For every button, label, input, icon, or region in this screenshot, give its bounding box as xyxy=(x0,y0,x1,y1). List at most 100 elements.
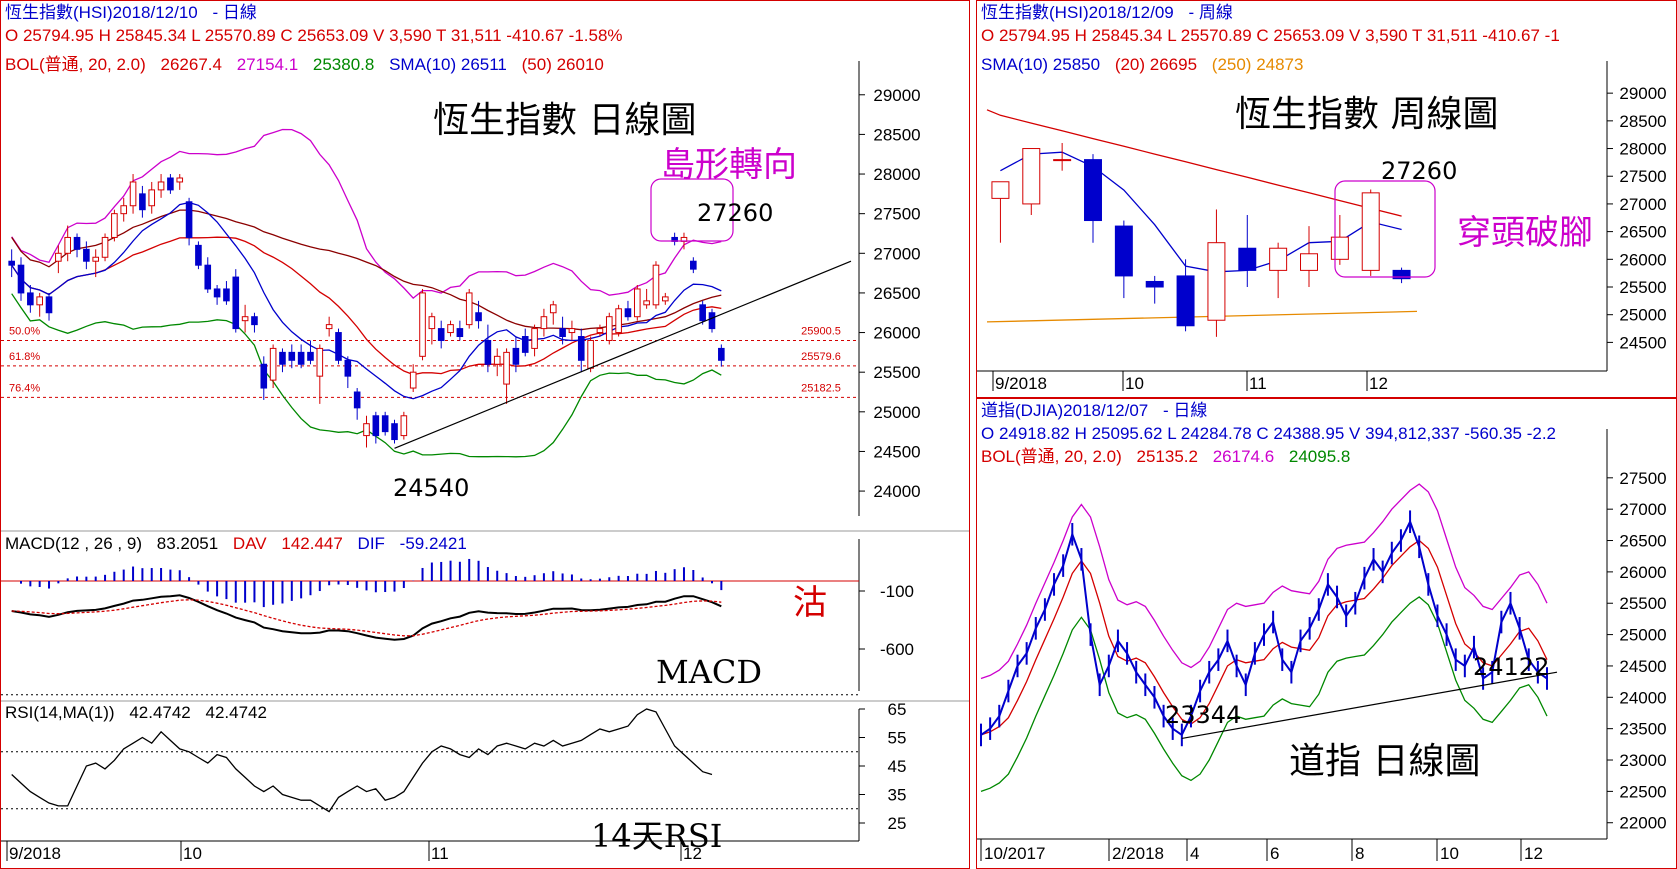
candle-body xyxy=(204,264,212,290)
candle-body xyxy=(288,351,296,361)
weekly-sma250-line xyxy=(986,310,1418,323)
sma50-line xyxy=(11,209,722,331)
weekly-x-label: 9/2018 xyxy=(995,374,1047,393)
candle-body xyxy=(120,205,128,215)
uptrend-line xyxy=(394,260,852,449)
rbot-low-label-1: 23344 xyxy=(1165,701,1242,729)
candle-body xyxy=(503,351,510,385)
djia-tick-label: 27500 xyxy=(1619,469,1666,488)
x-axis-label: 9/2018 xyxy=(9,844,61,863)
dav-label: DAV xyxy=(232,534,267,553)
candle-body xyxy=(662,296,669,302)
rbot-symbol: 道指(DJIA)2018/12/07 xyxy=(981,401,1149,420)
left-bol-header: BOL(普通, 20, 2.0) 26267.4 27154.1 25380.8… xyxy=(5,55,614,75)
candle-body xyxy=(297,351,305,365)
rbot-low-label-2: 24122 xyxy=(1473,653,1550,681)
candle-body xyxy=(633,288,641,318)
weekly-sma20-line xyxy=(986,109,1402,217)
weekly-candle-body xyxy=(1084,159,1102,222)
candle-body xyxy=(605,316,613,341)
price-tick-label: 29000 xyxy=(873,86,920,105)
dif-label: DIF xyxy=(357,534,385,553)
rsi-line xyxy=(11,708,713,813)
candle-body xyxy=(83,248,90,262)
fib-value-label: 25579.6 xyxy=(801,351,841,363)
candle-body xyxy=(531,328,538,349)
candle-body xyxy=(549,304,557,314)
weekly-x-label: 11 xyxy=(1249,374,1267,393)
left-island-note: 島形轉向 xyxy=(661,145,797,185)
candle-body xyxy=(419,292,426,357)
fib-pct-label: 61.8% xyxy=(9,351,40,363)
candle-body xyxy=(45,296,53,314)
candle-body xyxy=(484,339,492,365)
weekly-x-label: 10 xyxy=(1125,374,1144,393)
weekly-candle-body xyxy=(1330,236,1349,260)
macd-title: MACD xyxy=(656,653,763,691)
candle-body xyxy=(512,347,520,365)
candle-body xyxy=(540,316,548,330)
djia-tick-label: 22000 xyxy=(1619,814,1666,833)
fib-pct-label: 76.4% xyxy=(9,382,40,394)
rsi-tick-label: 25 xyxy=(888,814,907,833)
candle-body xyxy=(465,292,473,326)
price-tick-label: 27000 xyxy=(873,244,920,263)
djia-x-label: 8 xyxy=(1355,844,1364,863)
candle-body xyxy=(55,252,62,262)
rtop-sma250: (250) 24873 xyxy=(1211,55,1304,74)
candle-body xyxy=(279,351,286,365)
macd-label: MACD(12 , 26 , 9) xyxy=(5,534,142,553)
price-tick-label: 28000 xyxy=(873,165,920,184)
dif-val: -59.2421 xyxy=(399,534,467,553)
left-bol-mid: 26267.4 xyxy=(160,55,222,74)
djia-x-label: 6 xyxy=(1270,844,1279,863)
djia-tick-label: 26000 xyxy=(1619,563,1666,582)
fib-pct-label: 50.0% xyxy=(9,325,40,337)
engulf-highlight-box xyxy=(1334,180,1436,278)
price-tick-label: 26000 xyxy=(873,324,920,343)
rtop-sma20: (20) 26695 xyxy=(1114,55,1198,74)
djia-tick-label: 24000 xyxy=(1619,688,1666,707)
djia-tick-label: 25500 xyxy=(1619,594,1666,613)
weekly-tick-label: 28000 xyxy=(1619,140,1666,159)
fib-value-label: 25900.5 xyxy=(801,325,841,337)
rsi-tick-label: 35 xyxy=(888,786,907,805)
djia-x-label: 4 xyxy=(1190,844,1199,863)
rtop-ohlc: O 25794.95 H 25845.34 L 25570.89 C 25653… xyxy=(981,26,1560,45)
rbot-period: - 日線 xyxy=(1162,401,1208,420)
djia-tick-label: 23000 xyxy=(1619,751,1666,770)
candle-body xyxy=(559,328,566,338)
candle-body xyxy=(36,296,43,306)
rbot-bol-up: 26174.6 xyxy=(1212,447,1275,466)
djia-daily-chart: 27500 27000 26500 26000 25500 25000 24500 24000… xyxy=(977,429,1667,863)
weekly-candle-body xyxy=(1022,148,1041,205)
rbot-bol-label: BOL(普通, 20, 2.0) xyxy=(981,447,1122,466)
candle-body xyxy=(493,355,501,365)
djia-tick-label: 24500 xyxy=(1619,657,1666,676)
hsi-weekly-chart: 29000 28500 28000 27500 27000 26500 26000 25500… xyxy=(977,61,1667,393)
candle-body xyxy=(587,339,594,369)
weekly-tick-label: 26000 xyxy=(1619,250,1666,269)
candle-body xyxy=(251,316,258,326)
candle-body xyxy=(148,189,156,207)
rbot-bol-header: BOL(普通, 20, 2.0) 25135.2 26174.6 24095.8 xyxy=(981,447,1360,467)
left-sma10: SMA(10) 26511 xyxy=(389,55,507,74)
candle-body xyxy=(223,288,230,302)
macd-tick-label: -600 xyxy=(880,640,914,659)
weekly-tick-label: 27500 xyxy=(1619,167,1666,186)
djia-bol-lower xyxy=(980,596,1548,793)
candle-body xyxy=(167,177,174,191)
left-ohlc: O 25794.95 H 25845.34 L 25570.89 C 25653… xyxy=(5,26,623,45)
weekly-tick-label: 28500 xyxy=(1619,112,1666,131)
candle-body xyxy=(475,312,482,322)
island-highlight-box xyxy=(650,178,734,242)
candle-body xyxy=(176,177,184,183)
price-tick-label: 27500 xyxy=(873,205,920,224)
rsi-header: RSI(14,MA(1)) 42.4742 42.4742 xyxy=(5,703,277,723)
djia-daily-panel: 27500 27000 26500 26000 25500 25000 24500 24000… xyxy=(976,398,1677,869)
rsi-tick-label: 55 xyxy=(888,729,907,748)
x-axis-label: 11 xyxy=(431,844,449,863)
rsi-v2: 42.4742 xyxy=(205,703,267,722)
candle-body xyxy=(335,332,342,361)
weekly-candle-body xyxy=(1238,247,1257,271)
